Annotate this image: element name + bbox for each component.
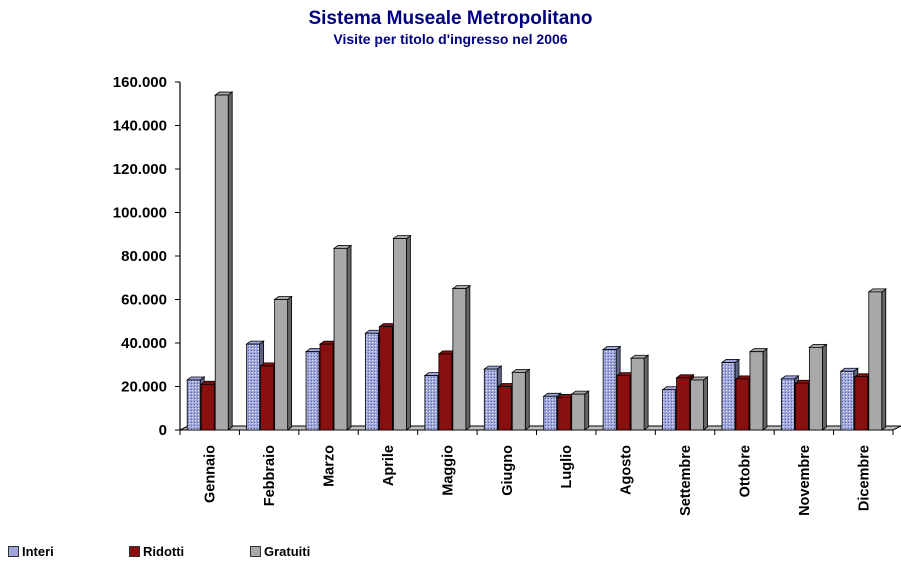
- bar-interi-settembre: [662, 389, 676, 431]
- bar-interi-dicembre: [840, 370, 855, 431]
- legend-swatch-gratuiti: [250, 546, 261, 557]
- x-tick-label: Settembre: [678, 445, 694, 516]
- bar-interi-ottobre: [721, 362, 736, 431]
- bar-interi-luglio: [543, 395, 558, 431]
- x-tick-label: Marzo: [322, 445, 338, 487]
- bar-side-gratuiti-dicembre: [881, 288, 887, 431]
- bar-gratuiti-settembre: [690, 379, 704, 431]
- y-tick-label: 160.000: [113, 74, 167, 91]
- bar-ridotti-maggio: [438, 353, 453, 431]
- bar-interi-gennaio: [186, 379, 201, 431]
- bar-ridotti-ottobre: [735, 378, 750, 431]
- bar-gratuiti-gennaio: [214, 94, 229, 431]
- y-tick-label: 140.000: [113, 118, 167, 135]
- y-tick-label: 40.000: [121, 335, 167, 352]
- legend-swatch-interi: [8, 546, 19, 557]
- x-tick-label: Giugno: [500, 445, 516, 496]
- legend-item-ridotti: Ridotti: [129, 544, 184, 559]
- y-tick-label: 0: [159, 422, 167, 439]
- bar-interi-maggio: [424, 375, 439, 431]
- x-tick-label: Novembre: [797, 445, 813, 516]
- bar-gratuiti-luglio: [571, 393, 586, 431]
- bar-gratuiti-aprile: [393, 238, 407, 431]
- bar-gratuiti-ottobre: [749, 351, 764, 431]
- bar-interi-marzo: [305, 351, 320, 431]
- chart-subtitle: Visite per titolo d'ingresso nel 2006: [333, 31, 568, 47]
- bar-ridotti-dicembre: [854, 376, 869, 431]
- bar-ridotti-gennaio: [200, 383, 215, 431]
- bar-side-gratuiti-settembre: [703, 376, 708, 431]
- bar-interi-febbraio: [246, 343, 261, 431]
- legend-label-gratuiti: Gratuiti: [264, 544, 311, 559]
- bar-side-gratuiti-ottobre: [762, 347, 768, 431]
- x-tick-label: Ottobre: [737, 445, 753, 497]
- bar-interi-aprile: [365, 332, 379, 431]
- legend-label-ridotti: Ridotti: [143, 544, 185, 559]
- bar-ridotti-febbraio: [260, 365, 275, 431]
- legend-item-interi: Interi: [8, 544, 54, 559]
- legend-item-gratuiti: Gratuiti: [250, 544, 310, 559]
- bar-side-gratuiti-maggio: [465, 284, 471, 431]
- bar-ridotti-agosto: [616, 375, 631, 431]
- y-tick-label: 60.000: [121, 292, 167, 309]
- bar-ridotti-marzo: [319, 343, 334, 431]
- x-tick-label: Gennaio: [203, 445, 219, 503]
- bar-ridotti-aprile: [379, 326, 393, 431]
- bar-interi-agosto: [602, 349, 617, 431]
- bar-ridotti-giugno: [497, 386, 512, 431]
- bar-side-gratuiti-agosto: [643, 354, 649, 431]
- bar-gratuiti-maggio: [452, 288, 467, 431]
- bar-gratuiti-giugno: [511, 371, 526, 431]
- bar-side-gratuiti-luglio: [584, 390, 590, 431]
- x-tick-label: Dicembre: [856, 445, 872, 511]
- bar-ridotti-luglio: [557, 396, 572, 431]
- bar-gratuiti-agosto: [630, 357, 645, 431]
- x-tick-label: Agosto: [619, 445, 635, 495]
- bar-side-gratuiti-novembre: [821, 343, 827, 431]
- bar-side-gratuiti-gennaio: [227, 91, 233, 431]
- bar-gratuiti-marzo: [333, 247, 348, 431]
- bar-gratuiti-novembre: [808, 346, 823, 431]
- legend-label-interi: Interi: [22, 544, 54, 559]
- bar-side-gratuiti-febbraio: [287, 295, 293, 431]
- bar-gratuiti-dicembre: [868, 291, 883, 431]
- x-tick-label: Luglio: [559, 445, 575, 489]
- y-tick-label: 120.000: [113, 161, 167, 178]
- x-tick-label: Maggio: [440, 445, 456, 496]
- bar-interi-novembre: [780, 378, 795, 431]
- y-tick-label: 80.000: [121, 248, 167, 265]
- y-tick-label: 100.000: [113, 205, 167, 222]
- bar-gratuiti-febbraio: [274, 299, 289, 431]
- legend-swatch-ridotti: [129, 546, 140, 557]
- chart-title: Sistema Museale Metropolitano: [308, 8, 593, 29]
- bar-ridotti-novembre: [794, 382, 809, 431]
- y-tick-label: 20.000: [121, 379, 167, 396]
- x-tick-label: Febbraio: [262, 445, 278, 506]
- bar-side-gratuiti-giugno: [524, 368, 530, 431]
- bar-interi-giugno: [483, 368, 498, 431]
- x-tick-label: Aprile: [381, 445, 397, 486]
- bar-side-gratuiti-marzo: [346, 244, 352, 431]
- bar-ridotti-settembre: [676, 377, 690, 431]
- bar-side-gratuiti-aprile: [406, 234, 411, 431]
